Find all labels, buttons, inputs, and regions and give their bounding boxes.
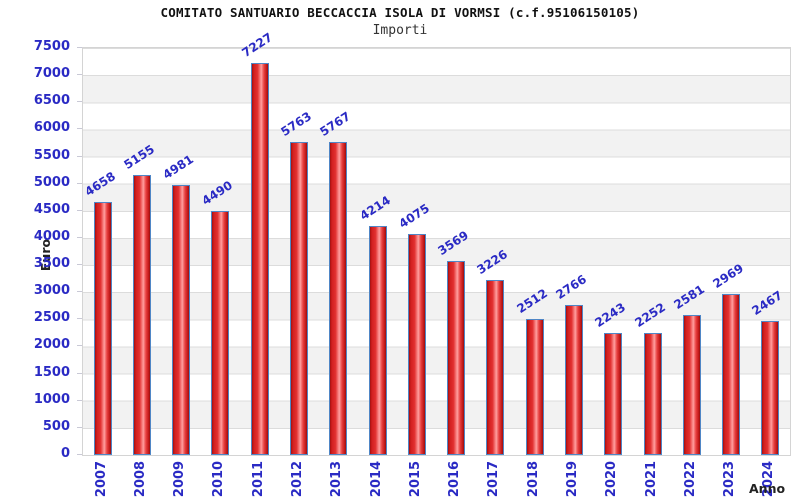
y-tick-mark xyxy=(77,399,82,401)
y-tick-2500: 2500 xyxy=(33,310,70,326)
y-tick-2000: 2000 xyxy=(33,337,70,353)
bar-value-2012: 5763 xyxy=(278,109,315,140)
x-tick-2022: 2022 xyxy=(682,460,698,498)
x-tick-2008: 2008 xyxy=(132,460,148,498)
x-tick-2023: 2023 xyxy=(722,460,738,498)
x-tick-2013: 2013 xyxy=(329,460,345,498)
y-tick-500: 500 xyxy=(42,418,70,434)
x-tick-2007: 2007 xyxy=(93,460,109,498)
x-tick-2017: 2017 xyxy=(486,460,502,498)
x-tick-2010: 2010 xyxy=(211,460,227,498)
bar-2023 xyxy=(722,293,741,455)
y-tick-6500: 6500 xyxy=(33,93,70,109)
y-tick-1000: 1000 xyxy=(33,391,70,407)
y-tick-0: 0 xyxy=(60,446,70,461)
bar-value-2018: 2512 xyxy=(514,285,550,316)
bar-value-2013: 5767 xyxy=(317,109,354,140)
bar-2015 xyxy=(407,233,426,455)
bar-2013 xyxy=(329,142,348,455)
bar-value-2023: 2969 xyxy=(710,260,747,291)
bar-2012 xyxy=(290,142,309,455)
bar-value-2024: 2467 xyxy=(749,288,786,319)
bar-value-2016: 3569 xyxy=(435,228,472,259)
x-tick-2015: 2015 xyxy=(407,460,423,498)
bar-value-2009: 4981 xyxy=(160,151,197,182)
bar-2009 xyxy=(172,184,191,455)
y-tick-mark xyxy=(77,291,82,293)
x-tick-2019: 2019 xyxy=(564,460,580,498)
bar-value-2014: 4214 xyxy=(356,193,393,224)
y-tick-7500: 7500 xyxy=(33,39,70,54)
bar-value-2015: 4075 xyxy=(396,200,432,231)
x-tick-2011: 2011 xyxy=(250,460,266,498)
bar-value-2010: 4490 xyxy=(199,178,236,209)
y-tick-7000: 7000 xyxy=(33,66,70,82)
bar-2024 xyxy=(761,321,780,455)
x-tick-2014: 2014 xyxy=(368,460,384,498)
bar-value-2007: 4658 xyxy=(82,169,118,200)
bar-value-2017: 3226 xyxy=(474,247,511,277)
bar-value-2021: 2252 xyxy=(631,299,668,330)
bar-2010 xyxy=(211,211,230,455)
y-tick-mark xyxy=(77,426,82,428)
x-tick-2018: 2018 xyxy=(525,460,541,498)
y-tick-1500: 1500 xyxy=(33,364,70,380)
bar-2016 xyxy=(447,261,466,455)
bar-2017 xyxy=(486,279,505,455)
y-tick-mark xyxy=(77,47,82,48)
bar-value-2022: 2581 xyxy=(671,282,707,312)
bar-2011 xyxy=(250,62,269,455)
bar-2014 xyxy=(368,226,387,455)
y-tick-mark xyxy=(77,209,82,211)
y-tick-mark xyxy=(77,264,82,266)
y-tick-mark xyxy=(77,454,82,455)
bar-2007 xyxy=(93,202,112,455)
y-tick-mark xyxy=(77,74,82,76)
bar-2019 xyxy=(564,304,583,455)
x-axis-title: Anno xyxy=(749,481,786,496)
bar-value-2020: 2243 xyxy=(592,300,629,331)
y-tick-5500: 5500 xyxy=(33,147,70,163)
x-tick-2020: 2020 xyxy=(604,460,620,498)
y-tick-mark xyxy=(77,128,82,130)
bar-2008 xyxy=(132,175,151,455)
x-tick-2016: 2016 xyxy=(447,460,463,498)
x-tick-2009: 2009 xyxy=(172,460,188,498)
y-tick-mark xyxy=(77,155,82,157)
y-tick-6000: 6000 xyxy=(33,120,70,136)
plot-area: 4658 5155 4981 4490 7227 5763 5767 4214 4075 3569… xyxy=(82,30,791,456)
y-tick-3500: 3500 xyxy=(33,256,70,272)
bar-2020 xyxy=(604,333,623,455)
y-tick-mark xyxy=(77,345,82,347)
bar-value-2008: 5155 xyxy=(121,142,157,173)
bar-value-2019: 2766 xyxy=(553,271,589,302)
y-tick-5000: 5000 xyxy=(33,174,70,190)
y-tick-3000: 3000 xyxy=(33,283,70,299)
bar-2018 xyxy=(525,318,544,455)
y-tick-mark xyxy=(77,182,82,184)
y-tick-mark xyxy=(77,372,82,374)
bar-2021 xyxy=(643,332,662,455)
chart-title: COMITATO SANTUARIO BECCACCIA ISOLA DI VO… xyxy=(160,5,640,20)
y-tick-mark xyxy=(77,236,82,238)
chart-subtitle: Importi xyxy=(372,23,428,38)
y-tick-mark xyxy=(77,318,82,320)
x-tick-2012: 2012 xyxy=(290,460,306,498)
y-tick-4500: 4500 xyxy=(33,201,70,217)
y-tick-4000: 4000 xyxy=(33,228,70,244)
y-tick-mark xyxy=(77,101,82,103)
x-tick-2021: 2021 xyxy=(643,460,659,498)
bar-2022 xyxy=(682,314,701,455)
